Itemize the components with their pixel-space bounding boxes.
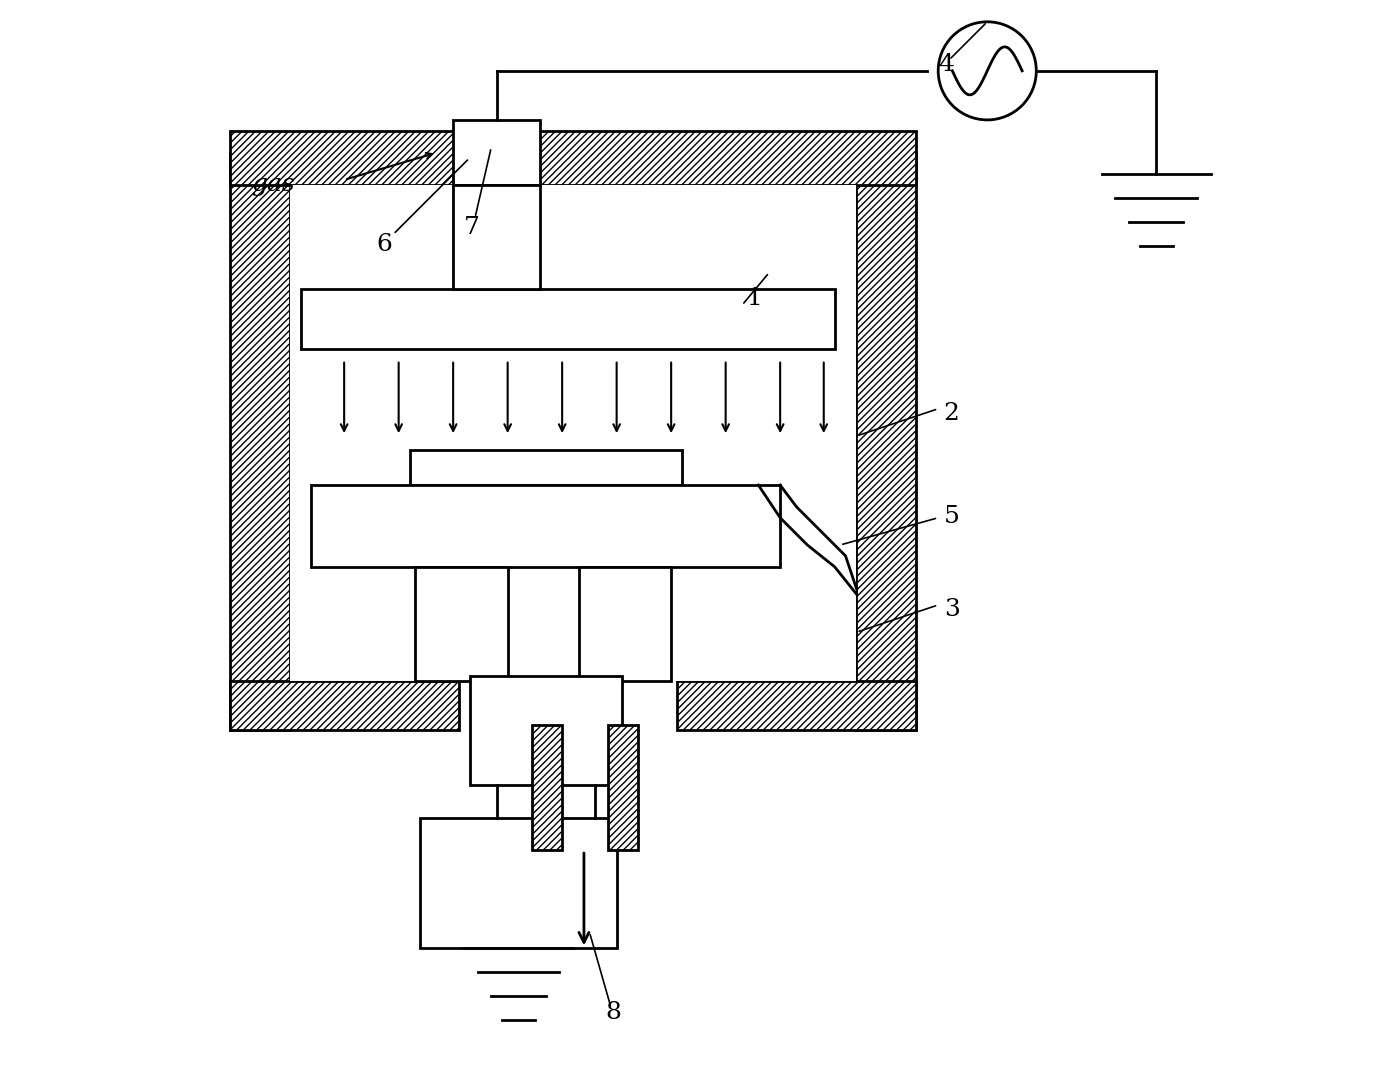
- Bar: [230, 131, 916, 185]
- Bar: [301, 289, 835, 349]
- Bar: [312, 485, 780, 567]
- Bar: [230, 153, 290, 730]
- Text: gas: gas: [252, 172, 296, 196]
- Text: 2: 2: [943, 401, 960, 425]
- Text: 4: 4: [938, 52, 954, 76]
- Bar: [676, 681, 916, 730]
- Bar: [230, 681, 459, 730]
- Text: 5: 5: [943, 505, 960, 529]
- Text: 3: 3: [943, 597, 960, 621]
- Bar: [410, 450, 682, 485]
- Bar: [421, 818, 616, 948]
- Text: 6: 6: [377, 232, 393, 256]
- Bar: [454, 185, 540, 289]
- Text: 1: 1: [748, 287, 763, 311]
- Bar: [454, 120, 540, 185]
- Bar: [608, 725, 638, 850]
- Text: 7: 7: [463, 216, 480, 240]
- Bar: [469, 676, 622, 785]
- Bar: [579, 567, 671, 681]
- Bar: [532, 725, 562, 850]
- Bar: [415, 567, 507, 681]
- Text: 8: 8: [606, 1001, 622, 1025]
- Bar: [857, 153, 916, 730]
- Bar: [290, 185, 857, 681]
